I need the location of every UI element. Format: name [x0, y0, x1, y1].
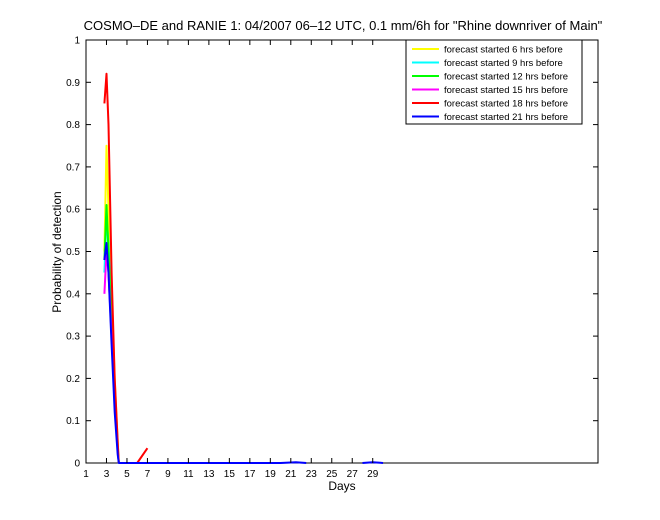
x-tick-label: 9: [165, 469, 171, 480]
y-tick-label: 0.3: [66, 332, 80, 343]
x-tick-label: 27: [347, 469, 359, 480]
x-tick-label: 17: [244, 469, 256, 480]
y-tick-label: 0: [74, 459, 80, 470]
x-tick-label: 7: [145, 469, 151, 480]
x-tick-label: 25: [326, 469, 338, 480]
x-axis-ticks: 1 3 5 7 9 11 13 15 17 19 21 23 25 27 29: [83, 40, 379, 480]
y-tick-label: 0.4: [66, 289, 80, 300]
plot-lines: [104, 72, 403, 463]
legend-entry: forecast started 15 hrs before: [444, 85, 568, 96]
x-tick-label: 1: [83, 469, 89, 480]
legend-entry: forecast started 9 hrs before: [444, 58, 563, 69]
x-tick-label: 23: [306, 469, 318, 480]
legend-box: [405, 39, 583, 125]
legend-entry: forecast started 18 hrs before: [444, 99, 568, 110]
x-tick-label: 19: [265, 469, 277, 480]
y-tick-label: 0.1: [66, 416, 80, 427]
y-tick-label: 1: [74, 36, 80, 47]
legend-entry: forecast started 21 hrs before: [444, 112, 568, 123]
y-axis-ticks: 0 0.1 0.2 0.3 0.4 0.5 0.6 0.7 0.8 0.9 1: [66, 36, 598, 470]
x-tick-label: 11: [183, 469, 194, 480]
legend-entry: forecast started 6 hrs before: [444, 45, 563, 56]
x-tick-label: 29: [367, 469, 379, 480]
x-axis-label: Days: [328, 479, 355, 493]
y-tick-label: 0.2: [66, 374, 80, 385]
x-tick-label: 21: [285, 469, 297, 480]
y-tick-label: 0.5: [66, 247, 80, 258]
x-tick-label: 5: [124, 469, 130, 480]
x-tick-label: 13: [203, 469, 215, 480]
y-tick-label: 0.8: [66, 120, 80, 131]
y-tick-label: 0.6: [66, 205, 80, 216]
chart-title: COSMO–DE and RANIE 1: 04/2007 06–12 UTC,…: [84, 18, 603, 33]
x-tick-label: 15: [224, 469, 236, 480]
y-tick-label: 0.9: [66, 78, 80, 89]
x-tick-label: 3: [104, 469, 110, 480]
legend-entry: forecast started 12 hrs before: [444, 72, 568, 83]
y-axis-label: Probability of detection: [50, 191, 64, 312]
legend: forecast started 6 hrs before forecast st…: [405, 39, 583, 125]
y-tick-label: 0.7: [66, 162, 80, 173]
